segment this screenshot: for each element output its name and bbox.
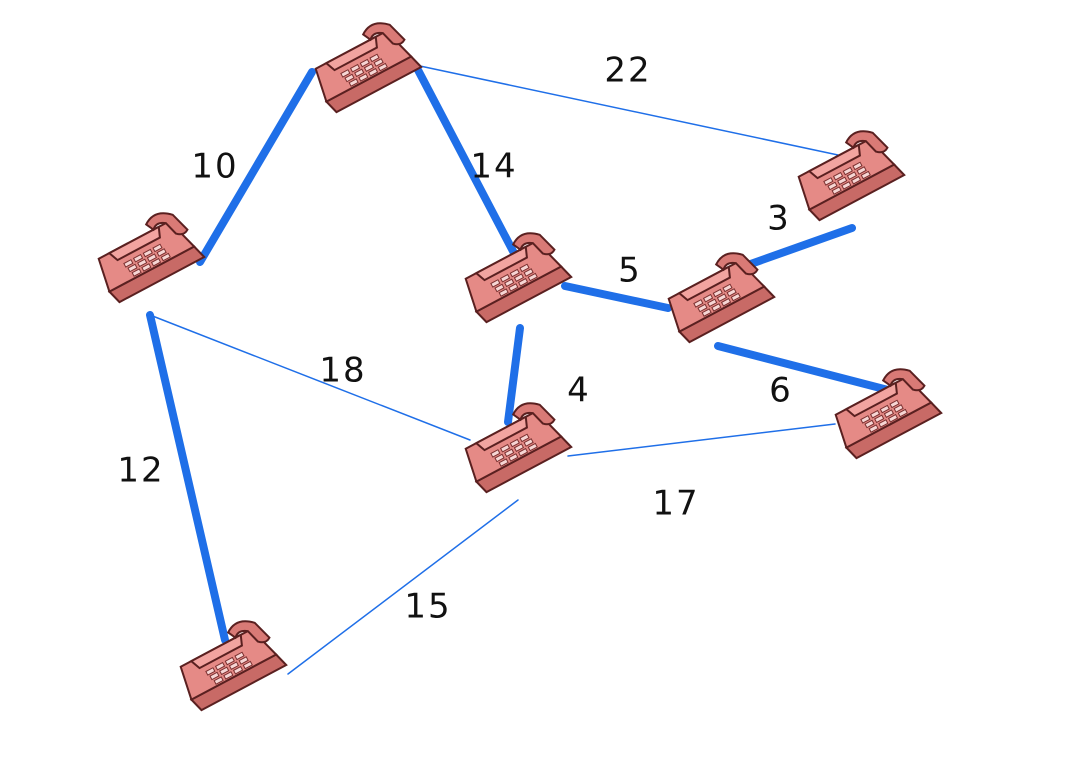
edge-weight-label: 3 bbox=[767, 199, 791, 239]
edge-weight-label: 5 bbox=[618, 251, 642, 291]
edge-n2-n6 bbox=[149, 314, 471, 441]
edge-n6-n7 bbox=[567, 423, 836, 457]
telephone-icon bbox=[797, 130, 906, 222]
edge-weight-label: 14 bbox=[470, 147, 517, 187]
telephone-icon bbox=[667, 252, 776, 344]
edge-weight-label: 10 bbox=[191, 147, 238, 187]
edge-n5-n7 bbox=[714, 342, 892, 394]
edge-weight-label: 17 bbox=[652, 484, 699, 524]
edge-n1-n3 bbox=[419, 65, 839, 156]
edges-layer bbox=[146, 65, 892, 675]
labels-layer: 10 22 14 18 12 3 5 4 6 17 15 bbox=[117, 51, 793, 627]
edge-n1-n4 bbox=[414, 66, 519, 259]
telephone-icon bbox=[314, 22, 423, 114]
telephone-icon bbox=[179, 620, 288, 712]
edge-n4-n5 bbox=[561, 282, 672, 312]
edge-n6-n8 bbox=[287, 499, 519, 675]
edge-weight-label: 12 bbox=[117, 451, 164, 491]
telephone-icon bbox=[97, 212, 206, 304]
edge-weight-label: 18 bbox=[319, 351, 366, 391]
edge-weight-label: 22 bbox=[604, 51, 651, 91]
edge-n1-n2 bbox=[196, 68, 316, 266]
telephone-icon bbox=[464, 232, 573, 324]
edge-weight-label: 6 bbox=[769, 371, 793, 411]
telephone-icon bbox=[464, 402, 573, 494]
edge-n2-n8 bbox=[146, 311, 229, 644]
edge-weight-label: 4 bbox=[567, 371, 591, 411]
edge-weight-label: 15 bbox=[404, 587, 451, 627]
telephone-icon bbox=[834, 368, 943, 460]
edge-n4-n6 bbox=[504, 324, 524, 426]
nodes-layer bbox=[97, 22, 943, 712]
